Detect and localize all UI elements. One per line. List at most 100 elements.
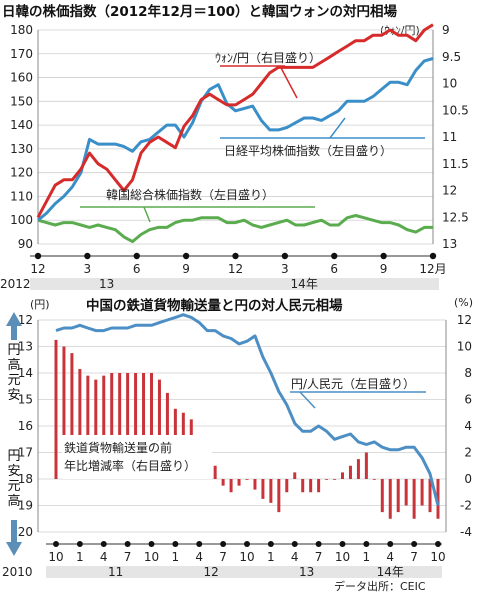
bottom-year-label: 2010 <box>2 565 33 579</box>
bottom-x-tick-label: 7 <box>315 550 323 564</box>
bottom-x-axis: 10 1 4 7 10 1 4 7 10 1 4 7 10 1 4 7 10 2010 11 12 13 14年 <box>2 541 446 579</box>
bottom-x-tick-label: 1 <box>172 550 180 564</box>
bottom-bar <box>78 369 82 479</box>
bottom-bar <box>102 375 106 479</box>
bottom-bar <box>261 479 265 499</box>
top-x-tick-label: 6 <box>330 262 338 276</box>
bottom-line-group <box>55 313 440 506</box>
top-series-line-2 <box>37 214 433 244</box>
bottom-gridlines <box>37 319 447 533</box>
bottom-year-label: 13 <box>299 565 314 579</box>
bottom-x-tick-label: 7 <box>410 550 418 564</box>
bottom-bar <box>277 479 281 513</box>
bottom-x-tick-dot <box>244 541 250 547</box>
source-note: データ出所：CEIC <box>334 579 426 593</box>
bottom-right-tick-label: 2 <box>464 446 472 460</box>
bottom-x-tick-dot <box>291 541 298 547</box>
bottom-bar <box>325 479 329 480</box>
bottom-bars-group <box>54 339 440 519</box>
bottom-bar <box>348 465 352 479</box>
bottom-left-axis-unit: (円) <box>30 298 50 311</box>
down-arrow-icon <box>6 542 22 556</box>
bottom-bar <box>221 479 225 486</box>
bottom-left-tick-label: 18 <box>18 472 33 486</box>
yen-yuan-line <box>55 313 440 506</box>
bottom-x-tick-dot <box>124 541 131 547</box>
yen-weak-label-char: 円 <box>7 449 20 464</box>
bottom-bar <box>301 479 305 493</box>
bottom-bar <box>317 479 321 493</box>
bottom-bar <box>237 479 241 486</box>
top-series-line-0 <box>37 57 434 222</box>
bottom-bar <box>372 479 376 480</box>
top-x-tick-dot <box>84 252 91 260</box>
bottom-bar <box>396 479 400 513</box>
bottom-bar <box>253 479 257 490</box>
yen-weak-label-char: 高 <box>7 493 20 509</box>
bottom-left-tick-label: 12 <box>18 313 33 327</box>
top-x-tick-dot <box>429 252 437 260</box>
top-left-tick-label: 130 <box>10 142 33 156</box>
red-series-label: ｳｫﾝ/円（右目盛り） <box>215 50 321 65</box>
yen-strong-label-char: 円 <box>7 343 20 358</box>
bottom-year-label: 11 <box>108 565 123 579</box>
top-right-tick-label: 10.5 <box>442 103 469 117</box>
yen-weak-label: 円安元高 <box>7 449 20 509</box>
bottom-year-label: 12 <box>204 565 219 579</box>
bottom-bar <box>420 479 424 506</box>
bottom-left-tick-label: 14 <box>18 366 33 380</box>
rail-label-box <box>62 435 212 479</box>
bottom-bar <box>134 373 138 479</box>
up-arrow-icon <box>6 312 22 326</box>
green-series-label: 韓国総合株価指数（左目盛り） <box>106 187 274 202</box>
yen-strong-label: 円高元安 <box>7 343 20 403</box>
top-right-tick-label: 12 <box>442 184 457 198</box>
bottom-x-tick-dot <box>196 541 203 547</box>
bottom-bar <box>269 479 273 503</box>
top-year-label: 14年 <box>291 277 318 291</box>
bottom-left-axis: 12 13 14 15 16 17 18 19 20 <box>18 313 33 539</box>
bottom-x-tick-dot <box>172 541 179 547</box>
top-right-axis-unit: (ｳｫﾝ/円) <box>380 24 420 37</box>
top-right-axis: 9 9.5 10 10.5 11 11.5 12 12.5 13 <box>442 23 469 251</box>
top-left-tick-label: 180 <box>10 23 33 37</box>
bottom-right-axis: 12 10 8 6 4 2 0 -2 -4 <box>457 313 472 539</box>
bottom-bar <box>94 379 98 479</box>
bottom-bar <box>285 479 289 493</box>
bottom-x-tick-label: 7 <box>124 550 132 564</box>
bottom-bar <box>213 465 217 479</box>
top-right-tick-label: 10 <box>442 77 457 91</box>
yen-weak-label-char: 安 <box>7 464 20 479</box>
top-x-tick-label: 9 <box>182 262 190 276</box>
blue-series-label: 日経平均株価指数（左目盛り） <box>224 143 392 158</box>
bottom-x-tick-label: 4 <box>386 550 394 564</box>
bottom-right-tick-label: 4 <box>464 419 472 433</box>
bottom-bar <box>309 479 313 493</box>
up-arrow-shaft <box>11 326 17 340</box>
top-x-tick-label: 9 <box>380 262 388 276</box>
bottom-left-tick-label: 16 <box>18 419 33 433</box>
top-left-tick-label: 110 <box>10 189 33 203</box>
bottom-bar <box>54 339 58 479</box>
bottom-right-tick-label: 6 <box>464 393 472 407</box>
top-x-tick-label: 3 <box>84 262 92 276</box>
top-x-tick-label: 6 <box>133 262 141 276</box>
bottom-bar <box>157 379 161 479</box>
bottom-x-tick-dot <box>267 541 274 547</box>
bottom-bar <box>62 346 66 479</box>
bottom-year-band <box>46 566 442 578</box>
bottom-x-tick-label: 10 <box>335 550 350 564</box>
top-x-axis: 12 3 6 9 12 3 6 9 12月 2012 13 14年 <box>0 252 447 291</box>
bottom-right-tick-label: 10 <box>457 340 472 354</box>
bottom-bar <box>245 479 249 480</box>
bottom-x-tick-dot <box>315 541 322 547</box>
yen-yuan-leader <box>299 391 316 409</box>
yen-strong-label-char: 元 <box>7 373 20 388</box>
bottom-x-tick-label: 10 <box>430 550 445 564</box>
bottom-bar <box>86 375 90 479</box>
top-x-tick-dot <box>380 252 387 260</box>
bottom-bar <box>126 373 130 479</box>
red-label-leader <box>279 65 298 99</box>
bottom-x-tick-dot <box>363 541 370 547</box>
top-year-band <box>30 278 439 290</box>
